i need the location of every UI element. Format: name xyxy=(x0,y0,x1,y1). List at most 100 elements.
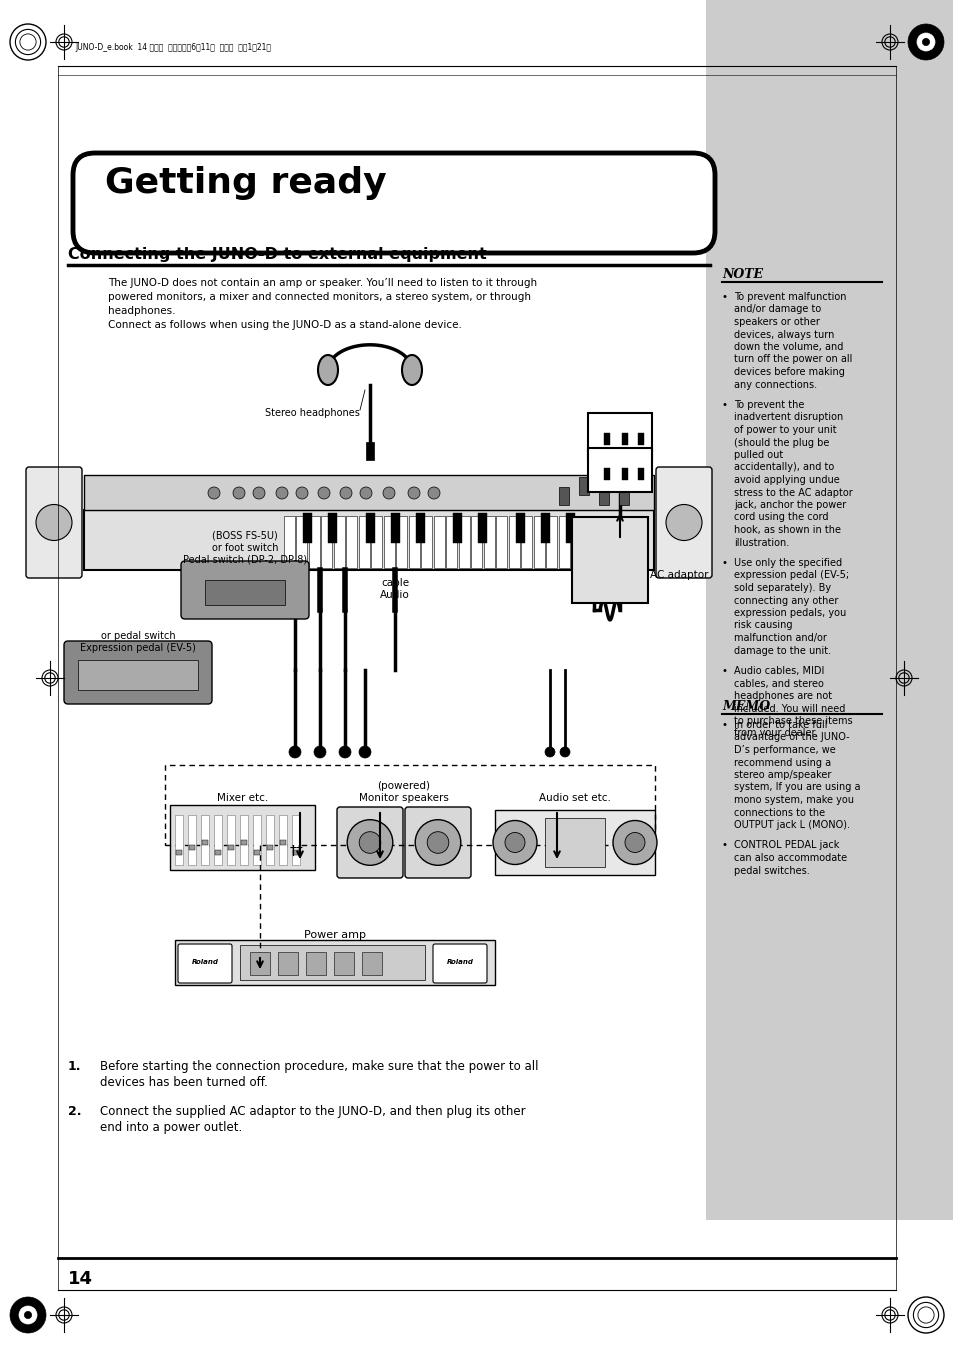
Text: jack, anchor the power: jack, anchor the power xyxy=(733,500,845,509)
Text: pedal switches.: pedal switches. xyxy=(733,866,809,875)
Bar xyxy=(309,516,319,567)
Bar xyxy=(284,516,294,567)
Circle shape xyxy=(624,832,644,852)
Bar xyxy=(603,467,609,480)
Text: cables, and stereo: cables, and stereo xyxy=(733,678,823,689)
Circle shape xyxy=(428,486,439,499)
FancyBboxPatch shape xyxy=(587,413,651,457)
Bar xyxy=(396,516,407,567)
Text: to purchase these items: to purchase these items xyxy=(733,716,852,725)
Text: malfunction and/or: malfunction and/or xyxy=(733,634,826,643)
Text: accidentally), and to: accidentally), and to xyxy=(733,462,833,473)
Text: stress to the AC adaptor: stress to the AC adaptor xyxy=(733,488,852,497)
Text: system, If you are using a: system, If you are using a xyxy=(733,782,860,793)
Circle shape xyxy=(427,832,448,854)
Bar xyxy=(228,844,233,850)
FancyBboxPatch shape xyxy=(64,640,212,704)
Bar xyxy=(361,952,381,975)
FancyBboxPatch shape xyxy=(405,807,471,878)
Text: Power amp: Power amp xyxy=(304,929,366,940)
Circle shape xyxy=(382,486,395,499)
Circle shape xyxy=(295,486,308,499)
FancyBboxPatch shape xyxy=(656,467,711,578)
Text: devices, always turn: devices, always turn xyxy=(733,330,834,339)
Circle shape xyxy=(233,486,245,499)
Text: of power to your unit: of power to your unit xyxy=(733,426,836,435)
Bar xyxy=(240,815,248,865)
Circle shape xyxy=(358,746,371,758)
Circle shape xyxy=(339,486,352,499)
Text: In order to take full: In order to take full xyxy=(733,720,826,730)
Bar xyxy=(621,434,627,444)
Text: expression pedal (EV-5;: expression pedal (EV-5; xyxy=(733,570,848,581)
FancyBboxPatch shape xyxy=(181,561,309,619)
Bar xyxy=(334,952,354,975)
Bar xyxy=(189,844,194,850)
Bar xyxy=(446,516,457,567)
Bar xyxy=(483,516,495,567)
Bar xyxy=(416,513,424,543)
Bar xyxy=(705,0,953,1220)
Text: AC adaptor: AC adaptor xyxy=(649,570,708,580)
Text: from your dealer.: from your dealer. xyxy=(733,728,817,739)
Bar xyxy=(371,516,382,567)
Bar xyxy=(391,513,399,543)
Text: •: • xyxy=(721,400,727,409)
Bar xyxy=(477,513,487,543)
Circle shape xyxy=(317,486,330,499)
Bar xyxy=(571,516,582,567)
Circle shape xyxy=(504,832,524,852)
Bar xyxy=(278,815,287,865)
Bar xyxy=(509,516,519,567)
Bar xyxy=(516,513,524,543)
Text: D’s performance, we: D’s performance, we xyxy=(733,744,835,755)
Text: Monitor speakers: Monitor speakers xyxy=(358,793,449,802)
Bar xyxy=(296,516,307,567)
Circle shape xyxy=(922,38,928,46)
Text: devices has been turned off.: devices has been turned off. xyxy=(100,1075,268,1089)
Text: or pedal switch: or pedal switch xyxy=(101,631,175,640)
Circle shape xyxy=(25,1312,31,1319)
Text: Audio: Audio xyxy=(379,590,410,600)
Text: down the volume, and: down the volume, and xyxy=(733,342,842,353)
Bar xyxy=(496,516,507,567)
Bar xyxy=(546,516,557,567)
Text: can also accommodate: can also accommodate xyxy=(733,852,846,863)
Text: included. You will need: included. You will need xyxy=(733,704,844,713)
Bar xyxy=(202,840,208,844)
Text: Use only the specified: Use only the specified xyxy=(733,558,841,567)
Bar xyxy=(213,815,222,865)
Bar xyxy=(174,940,495,985)
Bar xyxy=(227,815,234,865)
Text: 2.: 2. xyxy=(68,1105,81,1119)
Text: Connect as follows when using the JUNO-D as a stand-alone device.: Connect as follows when using the JUNO-D… xyxy=(108,320,461,330)
Text: Mixer etc.: Mixer etc. xyxy=(216,793,268,802)
FancyBboxPatch shape xyxy=(73,153,714,253)
Bar xyxy=(78,661,198,690)
Text: turn off the power on all: turn off the power on all xyxy=(733,354,851,365)
Bar xyxy=(188,815,195,865)
Text: •: • xyxy=(721,666,727,676)
Text: (BOSS FS-5U): (BOSS FS-5U) xyxy=(212,531,277,540)
Circle shape xyxy=(359,832,380,854)
Text: Pedal switch (DP-2, DP-8): Pedal switch (DP-2, DP-8) xyxy=(183,555,307,565)
Circle shape xyxy=(665,504,701,540)
Bar xyxy=(598,486,608,505)
Bar xyxy=(253,815,261,865)
Text: sold separately). By: sold separately). By xyxy=(733,584,830,593)
Bar xyxy=(267,844,273,850)
Bar xyxy=(165,765,655,844)
Text: Connecting the JUNO-D to external equipment: Connecting the JUNO-D to external equipm… xyxy=(68,247,486,262)
Bar xyxy=(266,815,274,865)
FancyBboxPatch shape xyxy=(433,944,486,984)
Text: To prevent malfunction: To prevent malfunction xyxy=(733,292,845,303)
Bar xyxy=(603,434,609,444)
Bar xyxy=(292,815,299,865)
Text: end into a power outlet.: end into a power outlet. xyxy=(100,1121,242,1133)
Circle shape xyxy=(338,746,351,758)
Text: any connections.: any connections. xyxy=(733,380,817,389)
FancyBboxPatch shape xyxy=(587,449,651,492)
Text: headphones are not: headphones are not xyxy=(733,690,831,701)
Circle shape xyxy=(347,820,393,865)
Circle shape xyxy=(907,24,943,59)
